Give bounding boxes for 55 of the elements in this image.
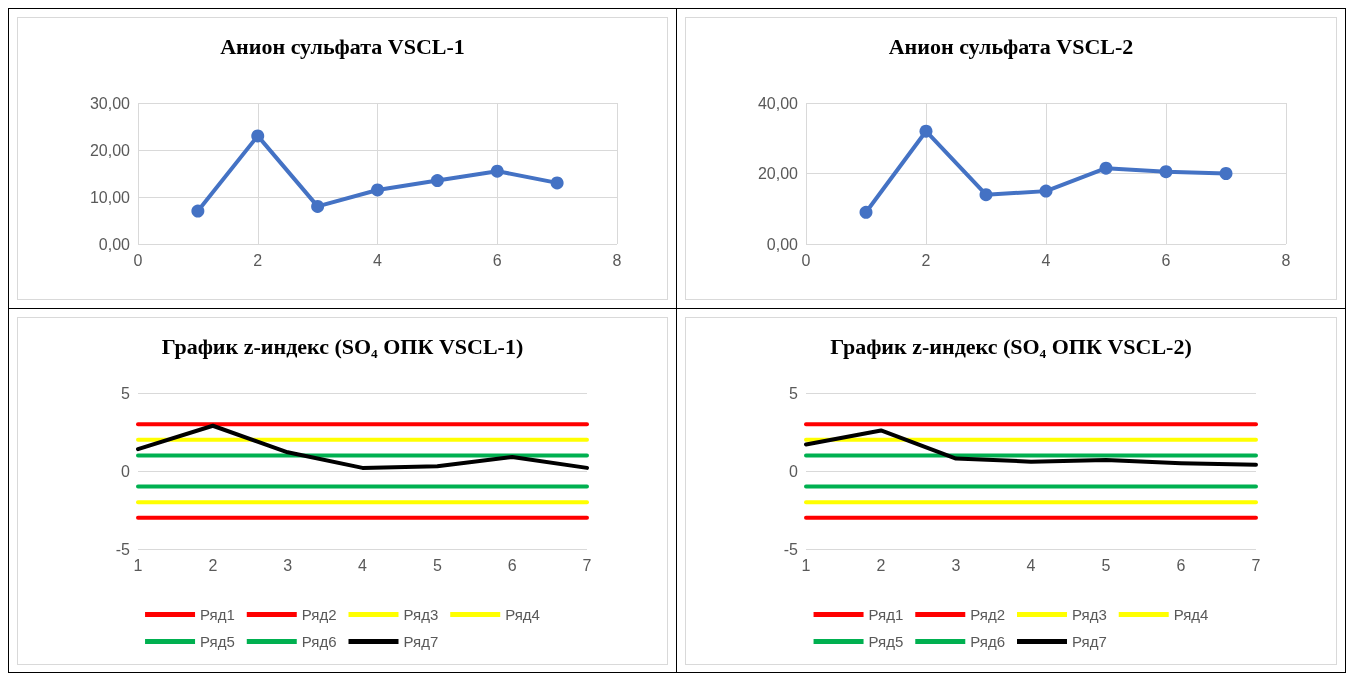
x-tick-label: 2 — [921, 251, 931, 269]
x-tick-label: 4 — [1041, 251, 1051, 269]
x-tick-label: 2 — [253, 251, 263, 269]
chart-title: График z-индекс (SO₄ ОПК VSCL-1) — [161, 333, 524, 359]
x-tick-label: 5 — [432, 556, 442, 574]
legend-label: Ряд3 — [1072, 606, 1107, 623]
legend-label: Ряд5 — [868, 633, 904, 650]
chart-title: Анион сульфата VSCL-1 — [220, 33, 465, 59]
legend-label: Ряд1 — [200, 606, 235, 623]
legend-label: Ряд5 — [200, 633, 235, 650]
x-tick-label: 0 — [133, 251, 143, 269]
y-tick-label: 40,00 — [757, 94, 799, 112]
legend-label: Ряд6 — [301, 633, 337, 650]
legend-label: Ряд2 — [970, 606, 1006, 623]
x-tick-label: 7 — [1251, 556, 1261, 574]
y-tick-label: 0 — [121, 462, 131, 480]
x-tick-label: 4 — [358, 556, 368, 574]
legend-label: Ряд3 — [403, 606, 439, 623]
legend-label: Ряд2 — [301, 606, 337, 623]
y-tick-label: 0 — [789, 462, 799, 480]
legend-label: Ряд1 — [868, 606, 904, 623]
x-tick-label: 2 — [208, 556, 218, 574]
chart-title: График z-индекс (SO₄ ОПК VSCL-2) — [830, 333, 1192, 359]
x-tick-label: 1 — [133, 556, 143, 574]
y-tick-label: -5 — [783, 540, 799, 558]
legend-label: Ряд4 — [1173, 606, 1209, 623]
legend-label: Ряд6 — [970, 633, 1006, 650]
x-tick-label: 6 — [507, 556, 517, 574]
x-tick-label: 4 — [373, 251, 383, 269]
y-tick-label: -5 — [115, 540, 131, 558]
x-tick-label: 1 — [801, 556, 811, 574]
y-tick-label: 0,00 — [766, 235, 799, 253]
x-tick-label: 6 — [1161, 251, 1171, 269]
y-tick-label: 20,00 — [757, 165, 799, 182]
y-tick-label: 5 — [789, 384, 799, 402]
x-tick-label: 8 — [612, 251, 622, 269]
y-tick-label: 5 — [121, 384, 131, 402]
legend-label: Ряд7 — [1072, 633, 1107, 650]
y-tick-label: 30,00 — [89, 94, 131, 112]
x-tick-label: 5 — [1101, 556, 1111, 574]
y-tick-label: 0,00 — [98, 235, 131, 253]
y-tick-label: 20,00 — [89, 141, 131, 159]
legend-label: Ряд7 — [403, 633, 439, 650]
chart-title: Анион сульфата VSCL-2 — [888, 33, 1134, 59]
x-tick-label: 3 — [283, 556, 293, 574]
x-tick-label: 0 — [801, 251, 811, 269]
x-tick-label: 4 — [1026, 556, 1036, 574]
y-tick-label: 10,00 — [89, 188, 131, 206]
x-tick-label: 8 — [1281, 251, 1291, 269]
x-tick-label: 6 — [1176, 556, 1186, 574]
x-tick-label: 6 — [492, 251, 502, 269]
x-tick-label: 7 — [582, 556, 592, 574]
legend-label: Ряд4 — [505, 606, 540, 623]
x-tick-label: 3 — [951, 556, 961, 574]
x-tick-label: 2 — [876, 556, 886, 574]
